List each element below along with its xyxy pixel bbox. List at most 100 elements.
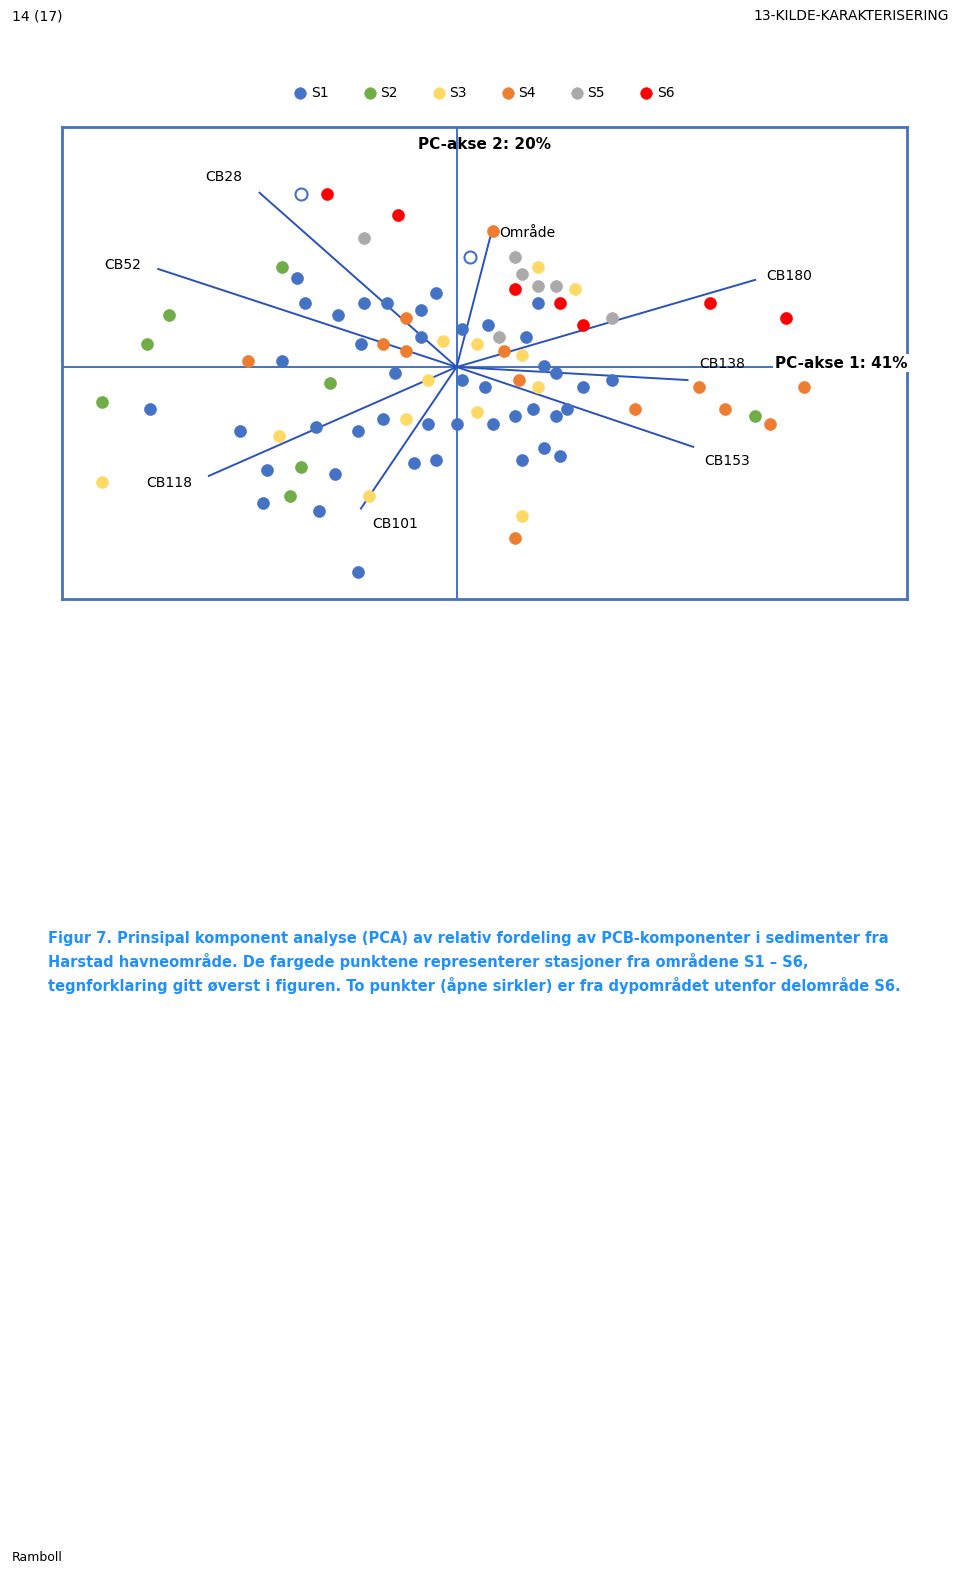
Text: PC-akse 2: 20%: PC-akse 2: 20% xyxy=(419,137,551,153)
Point xyxy=(548,404,564,429)
Point xyxy=(429,447,444,472)
Text: Ramboll: Ramboll xyxy=(12,1551,62,1564)
Text: CB52: CB52 xyxy=(105,258,141,272)
Point xyxy=(530,374,545,400)
Point xyxy=(297,291,312,316)
Point xyxy=(508,275,523,300)
Point xyxy=(282,483,298,508)
Point xyxy=(398,338,414,363)
Text: CB28: CB28 xyxy=(205,170,243,184)
Point xyxy=(469,332,485,357)
Point xyxy=(455,368,470,393)
Point xyxy=(469,400,485,425)
Text: Figur 7. Prinsipal komponent analyse (PCA) av relativ fordeling av PCB-komponent: Figur 7. Prinsipal komponent analyse (PC… xyxy=(48,931,900,994)
Point xyxy=(320,181,335,206)
Point xyxy=(275,255,290,280)
Point xyxy=(294,455,309,480)
Point xyxy=(271,423,286,448)
Point xyxy=(537,436,552,461)
Point xyxy=(530,291,545,316)
Point xyxy=(560,396,575,422)
Point xyxy=(575,313,590,338)
Point xyxy=(463,244,478,269)
Point xyxy=(356,225,372,250)
Point xyxy=(548,274,564,299)
Point xyxy=(481,313,496,338)
Point xyxy=(293,80,308,105)
Text: S6: S6 xyxy=(657,87,674,99)
Point xyxy=(353,332,369,357)
Text: CB180: CB180 xyxy=(766,269,812,283)
Point xyxy=(289,266,304,291)
Point xyxy=(515,447,530,472)
Point xyxy=(748,404,763,429)
Point xyxy=(312,499,327,524)
Point xyxy=(94,389,109,414)
Text: 14 (17): 14 (17) xyxy=(12,9,62,24)
Point xyxy=(255,491,271,516)
Point xyxy=(449,411,465,436)
Point xyxy=(387,360,402,385)
Point xyxy=(567,275,583,300)
Point xyxy=(420,368,436,393)
Point xyxy=(413,324,428,349)
Point xyxy=(323,370,338,395)
Point xyxy=(627,396,642,422)
Point xyxy=(431,80,446,105)
Point xyxy=(375,407,391,433)
Point xyxy=(294,181,309,206)
Text: 13-KILDE-KARAKTERISERING: 13-KILDE-KARAKTERISERING xyxy=(753,9,948,24)
Point xyxy=(232,418,248,444)
Point xyxy=(548,360,564,385)
Point xyxy=(796,374,811,400)
Text: S3: S3 xyxy=(449,87,467,99)
Point xyxy=(356,291,372,316)
Point xyxy=(398,407,414,433)
Text: S2: S2 xyxy=(380,87,397,99)
Point xyxy=(515,343,530,368)
Text: S1: S1 xyxy=(311,87,328,99)
Point xyxy=(575,374,590,400)
Point xyxy=(525,396,540,422)
Point xyxy=(500,80,516,105)
Text: CB138: CB138 xyxy=(699,357,745,371)
Point xyxy=(530,255,545,280)
Text: CB101: CB101 xyxy=(372,518,418,532)
Text: S5: S5 xyxy=(588,87,605,99)
Point xyxy=(436,329,451,354)
Point xyxy=(349,558,365,584)
Point xyxy=(327,462,343,488)
Point xyxy=(518,324,534,349)
Point xyxy=(537,352,552,378)
Point xyxy=(515,503,530,529)
Text: S4: S4 xyxy=(518,87,536,99)
Point xyxy=(94,469,109,494)
Point xyxy=(569,80,585,105)
Point xyxy=(717,396,732,422)
Point xyxy=(492,324,507,349)
Point xyxy=(241,349,256,374)
Point xyxy=(406,450,421,475)
Point xyxy=(379,291,395,316)
Text: CB153: CB153 xyxy=(705,455,750,469)
Point xyxy=(638,80,654,105)
Text: CB118: CB118 xyxy=(146,477,192,491)
Point xyxy=(391,201,406,227)
Point xyxy=(485,411,500,436)
Point xyxy=(553,291,568,316)
Point xyxy=(553,444,568,469)
Point xyxy=(275,349,290,374)
Point xyxy=(398,305,414,330)
Point xyxy=(605,305,620,330)
Point xyxy=(762,411,778,436)
Point xyxy=(515,261,530,286)
Point xyxy=(691,374,707,400)
Point xyxy=(361,483,376,508)
Point xyxy=(362,80,377,105)
Point xyxy=(530,274,545,299)
Point xyxy=(477,374,492,400)
Text: PC-akse 1: 41%: PC-akse 1: 41% xyxy=(775,355,907,371)
Text: Område: Område xyxy=(499,225,556,239)
Point xyxy=(455,316,470,341)
Point xyxy=(508,525,523,551)
